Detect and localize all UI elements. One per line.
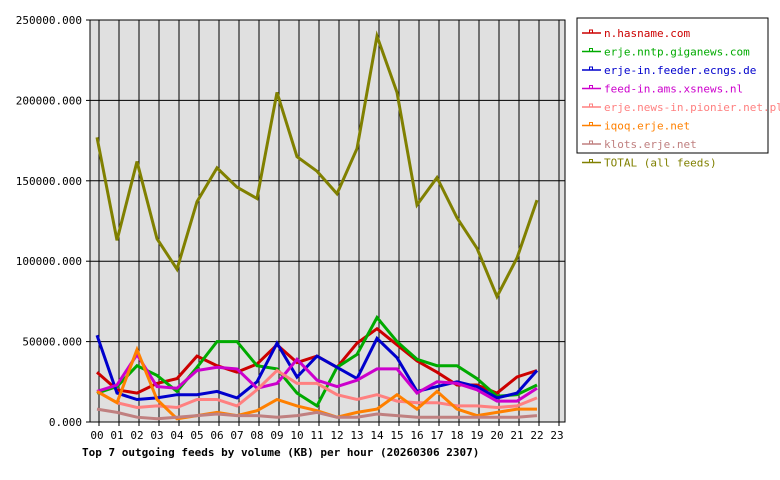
x-tick-label: 22 <box>530 429 543 442</box>
x-tick-label: 15 <box>390 429 403 442</box>
legend-label: n.hasname.com <box>604 27 690 40</box>
legend-item: erje-in.feeder.ecngs.de <box>582 64 756 77</box>
legend-marker <box>589 48 593 52</box>
x-tick-label: 11 <box>310 429 323 442</box>
y-tick-label: 50000.000 <box>22 336 82 349</box>
plot-area <box>89 19 566 423</box>
series-line-4 <box>96 368 538 410</box>
legend-marker <box>589 122 593 126</box>
x-tick-label: 10 <box>290 429 303 442</box>
legend-item: iqoq.erje.net <box>582 120 690 133</box>
x-tick-label: 16 <box>410 429 423 442</box>
x-tick-label: 09 <box>270 429 283 442</box>
legend-label: klots.erje.net <box>604 138 697 151</box>
x-tick-label: 17 <box>430 429 443 442</box>
x-tick-label: 08 <box>250 429 263 442</box>
x-tick-label: 01 <box>110 429 123 442</box>
legend-item: erje.nntp.giganews.com <box>582 46 750 59</box>
legend-marker <box>589 103 593 108</box>
y-tick-label: 100000.000 <box>16 255 82 268</box>
legend-item: TOTAL (all feeds) <box>582 157 717 170</box>
y-tick-label: 250000.000 <box>16 14 82 27</box>
x-tick-label: 04 <box>170 429 184 442</box>
y-tick-label: 200000.000 <box>16 94 82 107</box>
chart-title: Top 7 outgoing feeds by volume (KB) per … <box>82 446 479 459</box>
legend-label: TOTAL (all feeds) <box>604 157 717 170</box>
y-tick-label: 0.000 <box>49 416 82 429</box>
legend-label: erje-in.feeder.ecngs.de <box>604 64 756 77</box>
x-tick-label: 14 <box>370 429 384 442</box>
legend-item: n.hasname.com <box>582 27 690 40</box>
legend-label: feed-in.ams.xsnews.nl <box>604 83 743 96</box>
series-line-5 <box>96 345 537 421</box>
x-tick-label: 21 <box>510 429 523 442</box>
x-tick-label: 06 <box>210 429 223 442</box>
x-tick-label: 13 <box>350 429 363 442</box>
legend-item: erje.news-in.pionier.net.pl <box>582 101 780 114</box>
legend-marker <box>589 66 593 71</box>
series-line-1 <box>96 314 538 409</box>
y-tick-label: 150000.000 <box>16 175 82 188</box>
x-tick-label: 02 <box>130 429 143 442</box>
x-tick-label: 03 <box>150 429 163 442</box>
legend-marker <box>589 140 593 145</box>
x-tick-label: 12 <box>330 429 343 442</box>
x-tick-label: 19 <box>470 429 483 442</box>
series-line-2 <box>95 334 539 402</box>
legend-item: klots.erje.net <box>582 138 697 151</box>
x-tick-label: 18 <box>450 429 463 442</box>
legend-label: erje.news-in.pionier.net.pl <box>604 101 780 114</box>
x-tick-label: 20 <box>490 429 503 442</box>
legend-label: iqoq.erje.net <box>604 120 690 133</box>
legend-label: erje.nntp.giganews.com <box>604 46 750 59</box>
legend-item: feed-in.ams.xsnews.nl <box>582 83 743 96</box>
x-tick-label: 00 <box>90 429 103 442</box>
x-tick-label: 23 <box>550 429 563 442</box>
x-tick-label: 05 <box>190 429 203 442</box>
x-tick-label: 07 <box>230 429 243 442</box>
legend-marker <box>589 159 593 163</box>
legend-marker <box>589 85 593 89</box>
series-line-3 <box>96 351 538 403</box>
legend-box <box>576 17 769 154</box>
legend-marker <box>589 29 593 34</box>
series-line-6 <box>96 407 538 421</box>
series-line-7 <box>95 30 539 301</box>
